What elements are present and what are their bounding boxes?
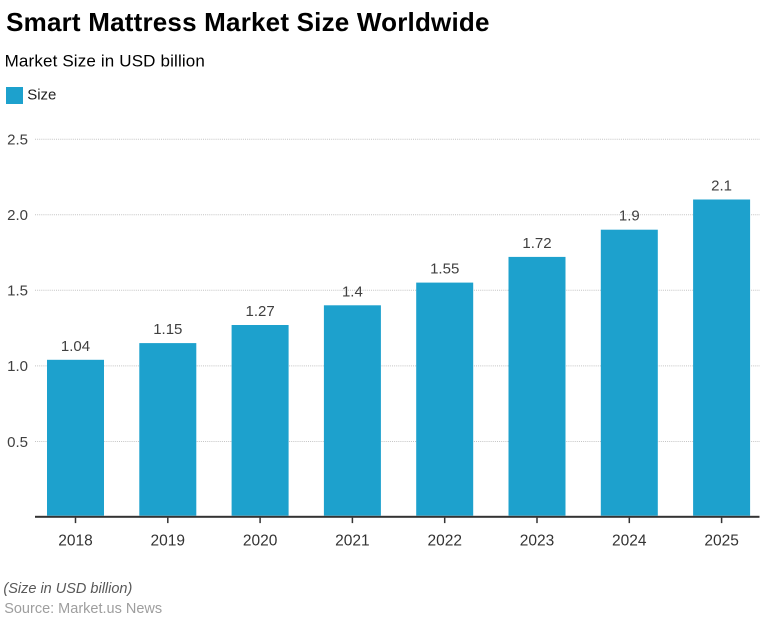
svg-text:1.5: 1.5	[7, 283, 28, 300]
svg-text:2.5: 2.5	[7, 131, 28, 148]
svg-text:Smart Mattress Market Size Wor: Smart Mattress Market Size Worldwide	[6, 7, 490, 37]
svg-text:1.9: 1.9	[619, 208, 640, 225]
svg-text:2025: 2025	[704, 532, 738, 549]
svg-text:2020: 2020	[243, 532, 278, 549]
svg-text:2019: 2019	[151, 532, 185, 549]
svg-text:2018: 2018	[58, 532, 92, 549]
svg-text:Size: Size	[27, 87, 56, 104]
svg-text:Market Size in USD billion: Market Size in USD billion	[5, 52, 205, 71]
svg-text:2022: 2022	[427, 532, 461, 549]
svg-text:1.72: 1.72	[522, 235, 551, 252]
svg-text:0.5: 0.5	[7, 434, 28, 451]
svg-text:2024: 2024	[612, 532, 647, 549]
svg-text:2021: 2021	[335, 532, 369, 549]
svg-text:2.0: 2.0	[7, 207, 28, 224]
svg-text:1.0: 1.0	[7, 358, 28, 375]
svg-text:1.04: 1.04	[61, 338, 90, 355]
svg-text:Source: Market.us News: Source: Market.us News	[4, 601, 162, 617]
svg-text:(Size in USD billion): (Size in USD billion)	[3, 581, 132, 597]
svg-text:1.55: 1.55	[430, 261, 459, 278]
svg-text:1.15: 1.15	[153, 321, 182, 338]
svg-text:2023: 2023	[520, 532, 554, 549]
svg-text:1.27: 1.27	[245, 303, 274, 320]
svg-text:1.4: 1.4	[342, 283, 363, 300]
svg-text:2.1: 2.1	[711, 178, 732, 195]
